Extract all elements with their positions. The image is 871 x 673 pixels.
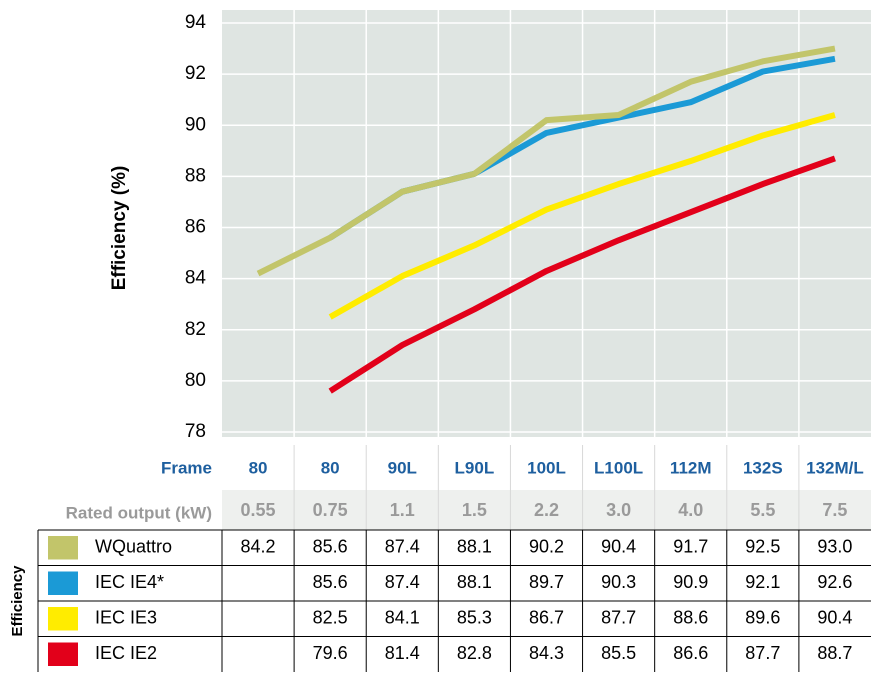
table-value: 93.0 [817, 537, 852, 557]
legend-label: IEC IE4* [95, 572, 164, 592]
x-tick-label: 90L [388, 458, 417, 477]
series-line [328, 112, 836, 320]
table-value: 86.6 [673, 643, 708, 663]
legend-label: IEC IE3 [95, 608, 157, 628]
series-line [256, 45, 836, 277]
table-value: 87.4 [385, 572, 420, 592]
table-label: Efficiency [9, 565, 26, 637]
table-value: 82.5 [313, 608, 348, 628]
table-value: 92.6 [817, 572, 852, 592]
frame-label: Frame [161, 458, 212, 477]
legend-swatch [48, 536, 78, 560]
table-value: 92.1 [745, 572, 780, 592]
table-value: 91.7 [673, 537, 708, 557]
y-tick-label: 88 [185, 165, 206, 186]
rated-output: 7.5 [822, 500, 847, 520]
x-tick-label: L90L [455, 458, 495, 477]
rated-output: 1.5 [462, 500, 487, 520]
table-value: 87.4 [385, 537, 420, 557]
table-value: 84.1 [385, 608, 420, 628]
table-value: 90.9 [673, 572, 708, 592]
table-value: 84.2 [241, 537, 276, 557]
series-line [328, 155, 836, 394]
table-value: 84.3 [529, 643, 564, 663]
x-tick-label: 80 [321, 458, 340, 477]
y-tick-label: 82 [185, 319, 206, 340]
legend-swatch [48, 571, 78, 595]
legend-label: WQuattro [95, 537, 172, 557]
plot-background [222, 10, 871, 437]
legend-label: IEC IE2 [95, 643, 157, 663]
table-value: 89.6 [745, 608, 780, 628]
table-value: 92.5 [745, 537, 780, 557]
table-value: 90.4 [601, 537, 636, 557]
table-value: 87.7 [601, 608, 636, 628]
y-tick-label: 94 [185, 12, 207, 33]
table-value: 88.6 [673, 608, 708, 628]
table-value: 90.3 [601, 572, 636, 592]
output-row-background [222, 490, 871, 530]
legend-swatch [48, 642, 78, 666]
table-value: 79.6 [313, 643, 348, 663]
x-tick-label: 132M/L [806, 458, 864, 477]
rated-output: 4.0 [678, 500, 703, 520]
y-tick-label: 90 [185, 114, 206, 135]
rated-output: 3.0 [606, 500, 631, 520]
x-tick-label: 112M [670, 458, 712, 477]
legend-swatch [48, 607, 78, 631]
y-tick-label: 80 [185, 370, 206, 391]
table-value: 85.5 [601, 643, 636, 663]
x-tick-label: 132S [743, 458, 783, 477]
table-value: 85.3 [457, 608, 492, 628]
x-tick-label: L100L [594, 458, 643, 477]
table-value: 90.4 [817, 608, 852, 628]
table-value: 82.8 [457, 643, 492, 663]
y-tick-label: 86 [185, 217, 206, 238]
y-axis-label: Efficiency (%) [109, 166, 130, 291]
table-value: 89.7 [529, 572, 564, 592]
rated-output: 0.55 [241, 500, 276, 520]
table-value: 85.6 [313, 537, 348, 557]
rated-output-label: Rated output (kW) [66, 503, 212, 522]
rated-output: 1.1 [390, 500, 415, 520]
y-tick-label: 92 [185, 63, 206, 84]
rated-output: 2.2 [534, 500, 559, 520]
table-value: 90.2 [529, 537, 564, 557]
y-tick-label: 78 [185, 421, 206, 442]
table-value: 85.6 [313, 572, 348, 592]
y-tick-label: 84 [185, 268, 207, 289]
table-value: 88.1 [457, 537, 492, 557]
rated-output: 0.75 [313, 500, 348, 520]
table-value: 81.4 [385, 643, 420, 663]
table-value: 87.7 [745, 643, 780, 663]
table-value: 86.7 [529, 608, 564, 628]
table-value: 88.1 [457, 572, 492, 592]
rated-output: 5.5 [750, 500, 775, 520]
table-value: 88.7 [817, 643, 852, 663]
x-tick-label: 100L [527, 458, 566, 477]
x-tick-label: 80 [249, 458, 268, 477]
